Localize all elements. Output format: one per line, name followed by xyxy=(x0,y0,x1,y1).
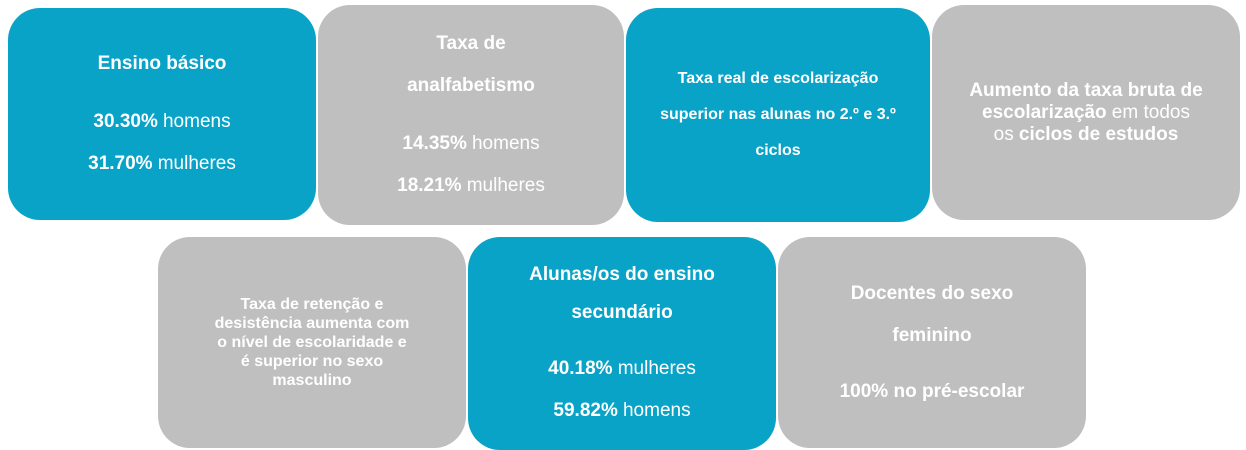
paragraph: Taxa de retenção e desistência aumenta c… xyxy=(212,295,412,390)
tile: Ensino básico 30.30% homens 31.70% mulheres xyxy=(8,8,316,220)
text-run: mulheres xyxy=(157,153,236,174)
text-run: Taxa de analfabetismo xyxy=(407,33,535,96)
text-run: 59.82% xyxy=(553,399,618,421)
tile: Alunas/os do ensino secundário 40.18% mulh… xyxy=(468,237,776,450)
paragraph: 40.18% mulheres xyxy=(548,348,696,390)
tile: Taxa de retenção e desistência aumenta c… xyxy=(158,237,466,448)
paragraph: 100% no pré-escolar xyxy=(840,371,1025,413)
paragraph: Aumento da taxa bruta de escolarização em… xyxy=(966,80,1206,146)
text-run: 31.70% xyxy=(88,153,153,174)
tile: Taxa real de escolarização superior nas … xyxy=(626,8,930,222)
text-run: Alunas/os do ensino secundário xyxy=(529,263,715,323)
text-run: Aumento da taxa bruta de escolarização xyxy=(969,79,1203,123)
paragraph: Alunas/os do ensino secundário xyxy=(497,256,747,332)
text-run: mulheres xyxy=(617,357,696,379)
text-run: 18.21% xyxy=(397,175,462,196)
text-run: homens xyxy=(162,111,231,132)
text-run: mulheres xyxy=(466,175,545,196)
tile: Taxa de analfabetismo 14.35% homens 18.21% m… xyxy=(318,5,624,225)
text-run: homens xyxy=(622,399,691,421)
paragraph: 30.30% homens xyxy=(93,101,230,143)
paragraph: Docentes do sexo feminino xyxy=(822,273,1042,357)
text-run: 30.30% xyxy=(93,111,158,132)
text-run: 100% no pré-escolar xyxy=(839,380,1025,402)
text-run: Taxa de retenção e desistência aumenta c… xyxy=(214,296,410,389)
text-run: Docentes do sexo feminino xyxy=(850,282,1014,346)
text-run: em todos os xyxy=(993,101,1190,145)
tile: Docentes do sexo feminino 100% no pré-esc… xyxy=(778,237,1086,448)
text-run: Ensino básico xyxy=(97,53,227,74)
text-run: 40.18% xyxy=(548,357,613,379)
paragraph: 59.82% homens xyxy=(553,390,690,432)
paragraph: Taxa de analfabetismo xyxy=(381,23,561,107)
text-run: ciclos de estudos xyxy=(1018,123,1179,145)
paragraph: 18.21% mulheres xyxy=(397,165,545,207)
tile: Aumento da taxa bruta de escolarização em… xyxy=(932,5,1240,220)
text-run: Taxa real de escolarização superior nas … xyxy=(660,70,896,159)
text-run: homens xyxy=(471,133,540,154)
paragraph: 31.70% mulheres xyxy=(88,143,236,185)
paragraph: Ensino básico xyxy=(98,43,227,85)
paragraph: 14.35% homens xyxy=(402,123,539,165)
text-run: 14.35% xyxy=(402,133,467,154)
paragraph: Taxa real de escolarização superior nas … xyxy=(653,61,903,169)
